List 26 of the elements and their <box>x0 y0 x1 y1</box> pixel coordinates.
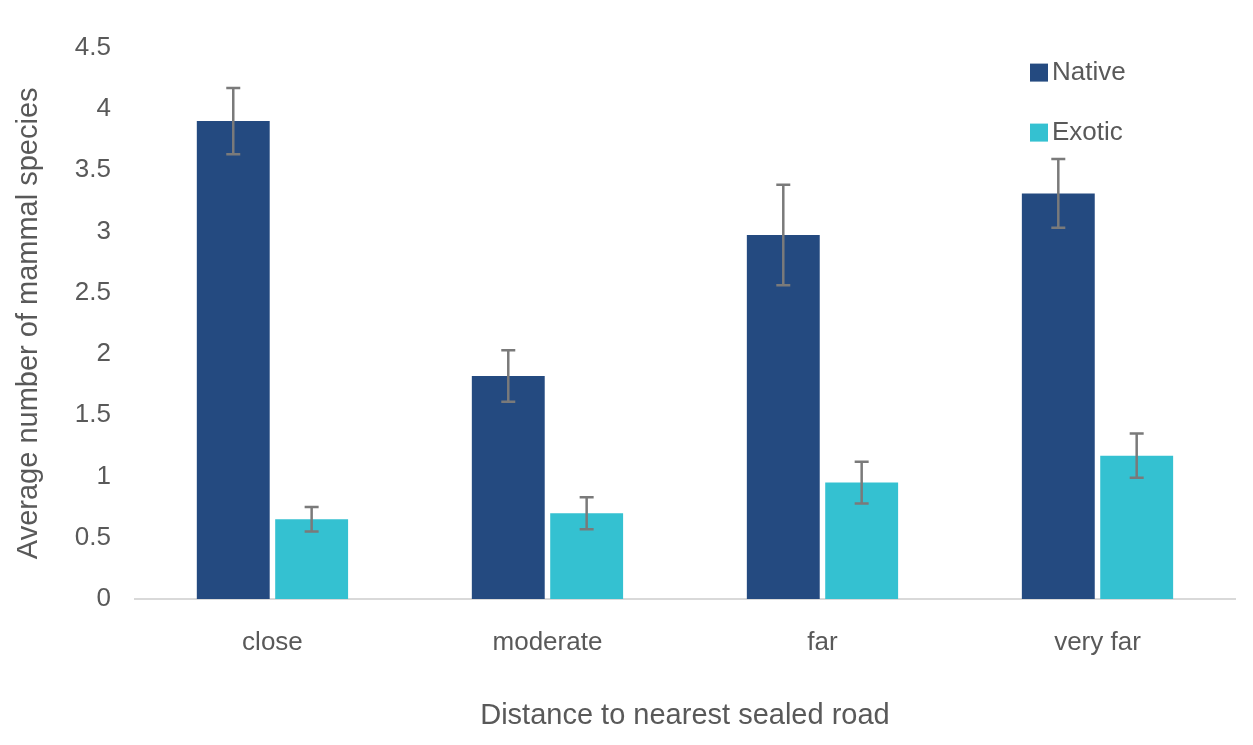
bar <box>746 235 820 599</box>
bar <box>1021 193 1095 599</box>
x-tick-label: close <box>242 625 303 656</box>
y-tick-label: 3.5 <box>74 153 111 184</box>
x-axis-title: Distance to nearest sealed road <box>480 697 890 730</box>
bar <box>550 513 624 599</box>
bar <box>275 519 349 599</box>
legend-label: Exotic <box>1052 115 1123 146</box>
bar <box>825 482 899 599</box>
y-tick-label: 2.5 <box>74 275 111 306</box>
y-tick-label: 0 <box>96 582 111 613</box>
x-tick-label: moderate <box>492 625 603 656</box>
y-axis-title: Average number of mammal species <box>11 87 44 560</box>
bar <box>1100 455 1174 599</box>
x-tick-label: far <box>807 625 838 656</box>
y-tick-label: 4 <box>96 92 111 123</box>
legend-label: Native <box>1052 55 1126 86</box>
y-tick-label: 1 <box>96 459 111 490</box>
y-tick-label: 3 <box>96 214 111 245</box>
y-tick-label: 2 <box>96 337 111 368</box>
bar <box>471 375 545 599</box>
y-tick-label: 0.5 <box>74 520 111 551</box>
y-tick-label: 4.5 <box>74 30 111 61</box>
y-tick-label: 1.5 <box>74 398 111 429</box>
x-tick-label: very far <box>1054 625 1142 656</box>
bar <box>196 121 270 599</box>
